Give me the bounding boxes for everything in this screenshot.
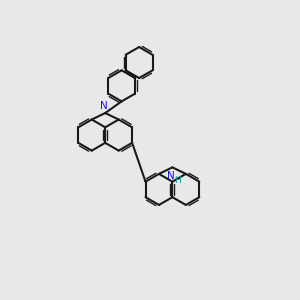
Text: N: N (167, 171, 175, 181)
Text: N: N (100, 100, 108, 111)
Text: H: H (174, 176, 181, 185)
